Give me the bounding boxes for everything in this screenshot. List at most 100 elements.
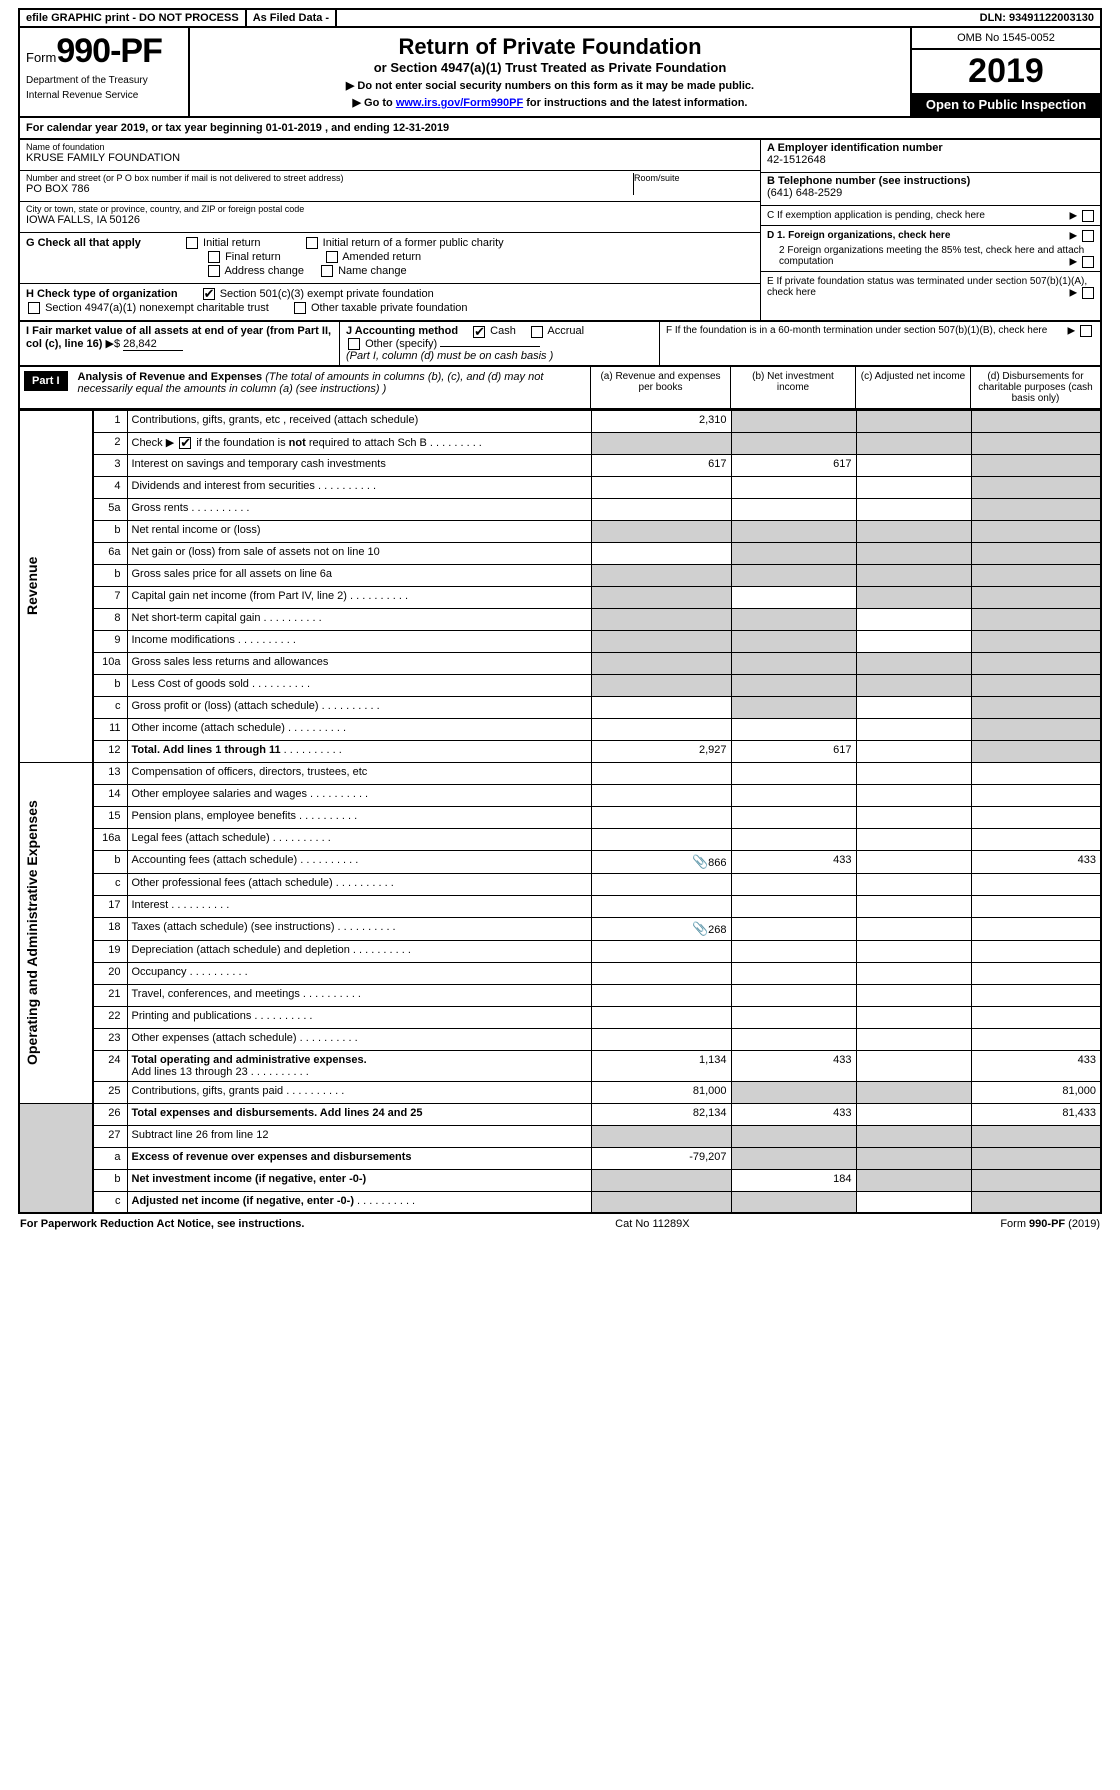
- table-row: 15Pension plans, employee benefits: [19, 806, 1101, 828]
- section-i: I Fair market value of all assets at end…: [20, 322, 340, 364]
- goto-line: ▶ Go to www.irs.gov/Form990PF for instru…: [198, 96, 902, 109]
- section-j: J Accounting method Cash Accrual Other (…: [340, 322, 660, 364]
- table-row: 2Check ▶ if the foundation is not requir…: [19, 432, 1101, 454]
- part1-desc: Analysis of Revenue and Expenses (The to…: [72, 367, 590, 408]
- section-f: F If the foundation is in a 60-month ter…: [660, 322, 1100, 364]
- item-c: C If exemption application is pending, c…: [761, 206, 1100, 226]
- table-row: 12Total. Add lines 1 through 112,927617: [19, 740, 1101, 762]
- checkbox-final[interactable]: [208, 251, 220, 263]
- header-right: OMB No 1545-0052 2019 Open to Public Ins…: [910, 28, 1100, 116]
- checkbox-amended[interactable]: [326, 251, 338, 263]
- omb-number: OMB No 1545-0052: [912, 28, 1100, 50]
- form-title: Return of Private Foundation: [198, 34, 902, 60]
- asfiled-label: As Filed Data -: [247, 10, 337, 26]
- info-right: A Employer identification number 42-1512…: [760, 140, 1100, 320]
- table-row: 11Other income (attach schedule): [19, 718, 1101, 740]
- table-row: 4Dividends and interest from securities: [19, 476, 1101, 498]
- checkbox-other-tax[interactable]: [294, 302, 306, 314]
- checkbox-f[interactable]: [1080, 325, 1092, 337]
- table-row: 8Net short-term capital gain: [19, 608, 1101, 630]
- table-row: Revenue 1Contributions, gifts, grants, e…: [19, 410, 1101, 432]
- table-row: 3Interest on savings and temporary cash …: [19, 454, 1101, 476]
- table-row: bNet rental income or (loss): [19, 520, 1101, 542]
- item-d: D 1. Foreign organizations, check here ▶…: [761, 226, 1100, 272]
- calendar-year-row: For calendar year 2019, or tax year begi…: [18, 118, 1102, 140]
- form-subtitle: or Section 4947(a)(1) Trust Treated as P…: [198, 60, 902, 75]
- table-row: 19Depreciation (attach schedule) and dep…: [19, 940, 1101, 962]
- header-left: Form990-PF Department of the Treasury In…: [20, 28, 190, 116]
- checkbox-namechange[interactable]: [321, 265, 333, 277]
- phone-cell: B Telephone number (see instructions) (6…: [761, 173, 1100, 206]
- efile-notice: efile GRAPHIC print - DO NOT PROCESS: [20, 10, 247, 26]
- foundation-name-cell: Name of foundation KRUSE FAMILY FOUNDATI…: [20, 140, 760, 171]
- table-row: 23Other expenses (attach schedule): [19, 1028, 1101, 1050]
- checkbox-c[interactable]: [1082, 210, 1094, 222]
- footer: For Paperwork Reduction Act Notice, see …: [18, 1218, 1102, 1230]
- open-inspection: Open to Public Inspection: [912, 93, 1100, 116]
- checkbox-501c3[interactable]: [203, 288, 215, 300]
- ein-cell: A Employer identification number 42-1512…: [761, 140, 1100, 173]
- section-ijf: I Fair market value of all assets at end…: [18, 322, 1102, 366]
- col-b-header: (b) Net investment income: [730, 367, 855, 408]
- table-row: 7Capital gain net income (from Part IV, …: [19, 586, 1101, 608]
- table-row: cOther professional fees (attach schedul…: [19, 873, 1101, 895]
- form-number: Form990-PF: [26, 32, 182, 71]
- top-bar: efile GRAPHIC print - DO NOT PROCESS As …: [18, 8, 1102, 28]
- table-row: 27Subtract line 26 from line 12: [19, 1125, 1101, 1147]
- table-row: cGross profit or (loss) (attach schedule…: [19, 696, 1101, 718]
- form-footer: Form 990-PF (2019): [1000, 1218, 1100, 1230]
- dln-label: DLN: 93491122003130: [974, 10, 1100, 26]
- table-row: 5aGross rents: [19, 498, 1101, 520]
- irs-link[interactable]: www.irs.gov/Form990PF: [396, 97, 523, 109]
- table-row: 24Total operating and administrative exp…: [19, 1050, 1101, 1081]
- checkbox-d2[interactable]: [1082, 256, 1094, 268]
- info-left: Name of foundation KRUSE FAMILY FOUNDATI…: [20, 140, 760, 320]
- checkbox-schb[interactable]: [179, 437, 191, 449]
- table-row: 21Travel, conferences, and meetings: [19, 984, 1101, 1006]
- irs-label: Internal Revenue Service: [26, 90, 182, 101]
- part1-columns: (a) Revenue and expenses per books (b) N…: [590, 367, 1100, 408]
- attachment-icon[interactable]: 📎: [692, 854, 708, 870]
- table-row: 22Printing and publications: [19, 1006, 1101, 1028]
- table-row: aExcess of revenue over expenses and dis…: [19, 1147, 1101, 1169]
- checkbox-initial-former[interactable]: [306, 237, 318, 249]
- city-cell: City or town, state or province, country…: [20, 202, 760, 233]
- table-row: 10aGross sales less returns and allowanc…: [19, 652, 1101, 674]
- cat-number: Cat No 11289X: [615, 1218, 689, 1230]
- checkbox-d1[interactable]: [1082, 230, 1094, 242]
- table-row: 26Total expenses and disbursements. Add …: [19, 1103, 1101, 1125]
- revenue-sidebar: Revenue: [19, 410, 93, 762]
- table-row: bGross sales price for all assets on lin…: [19, 564, 1101, 586]
- col-c-header: (c) Adjusted net income: [855, 367, 970, 408]
- expenses-sidebar: Operating and Administrative Expenses: [19, 762, 93, 1103]
- ssn-warning: ▶ Do not enter social security numbers o…: [198, 79, 902, 92]
- checkbox-addrchange[interactable]: [208, 265, 220, 277]
- table-row: 18Taxes (attach schedule) (see instructi…: [19, 917, 1101, 940]
- section-h: H Check type of organization Section 501…: [20, 284, 760, 320]
- checkbox-accrual[interactable]: [531, 326, 543, 338]
- table-row: 6aNet gain or (loss) from sale of assets…: [19, 542, 1101, 564]
- part1-header: Part I Analysis of Revenue and Expenses …: [18, 367, 1102, 410]
- checkbox-e[interactable]: [1082, 287, 1094, 299]
- paperwork-notice: For Paperwork Reduction Act Notice, see …: [20, 1218, 304, 1230]
- table-row: bLess Cost of goods sold: [19, 674, 1101, 696]
- checkbox-4947[interactable]: [28, 302, 40, 314]
- checkbox-initial[interactable]: [186, 237, 198, 249]
- tax-year: 2019: [912, 50, 1100, 93]
- part1-table: Revenue 1Contributions, gifts, grants, e…: [18, 410, 1102, 1215]
- table-row: cAdjusted net income (if negative, enter…: [19, 1191, 1101, 1213]
- table-row: bAccounting fees (attach schedule)📎86643…: [19, 850, 1101, 873]
- header: Form990-PF Department of the Treasury In…: [18, 28, 1102, 118]
- attachment-icon[interactable]: 📎: [692, 921, 708, 937]
- info-block: Name of foundation KRUSE FAMILY FOUNDATI…: [18, 140, 1102, 322]
- checkbox-cash[interactable]: [473, 326, 485, 338]
- header-mid: Return of Private Foundation or Section …: [190, 28, 910, 116]
- dept-label: Department of the Treasury: [26, 75, 182, 86]
- table-row: Operating and Administrative Expenses 13…: [19, 762, 1101, 784]
- table-row: 17Interest: [19, 895, 1101, 917]
- form-page: efile GRAPHIC print - DO NOT PROCESS As …: [0, 0, 1120, 1238]
- checkbox-other-acct[interactable]: [348, 338, 360, 350]
- col-a-header: (a) Revenue and expenses per books: [590, 367, 730, 408]
- section-g: G Check all that apply Initial return In…: [20, 233, 760, 284]
- table-row: 20Occupancy: [19, 962, 1101, 984]
